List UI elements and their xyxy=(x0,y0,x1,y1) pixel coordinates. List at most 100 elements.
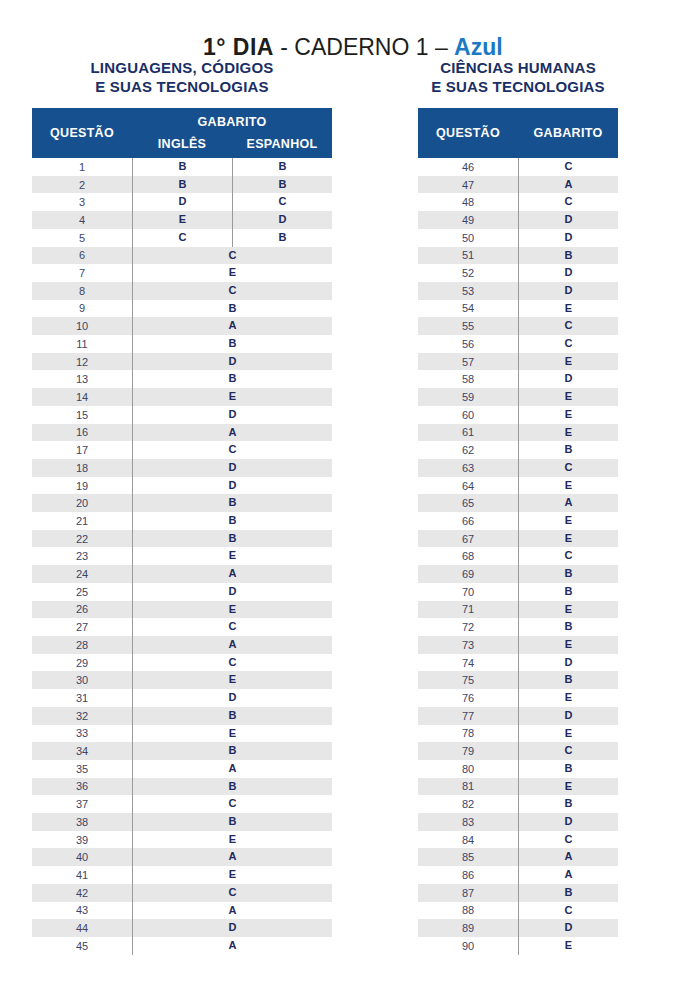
column-header-questao: QUESTÃO xyxy=(32,108,132,158)
table-row: 47A xyxy=(418,176,618,194)
table-row: 27C xyxy=(32,618,332,636)
answer-letter: D xyxy=(518,370,618,388)
table-row: 80B xyxy=(418,760,618,778)
linguagens-table-body: 1BB2BB3DC4ED5CB6C7E8C9B10A11B12D13B14E15… xyxy=(32,158,332,955)
table-row: 5CB xyxy=(32,229,332,247)
question-number: 15 xyxy=(32,409,132,421)
question-number: 7 xyxy=(32,267,132,279)
question-number: 68 xyxy=(418,550,518,562)
question-number: 31 xyxy=(32,692,132,704)
question-number: 71 xyxy=(418,603,518,615)
answer-letter: A xyxy=(132,760,332,778)
table-row: 25D xyxy=(32,583,332,601)
question-number: 18 xyxy=(32,462,132,474)
answer-letter: E xyxy=(518,512,618,530)
table-row: 11B xyxy=(32,335,332,353)
answer-letter: E xyxy=(518,530,618,548)
question-number: 41 xyxy=(32,869,132,881)
answer-letter: B xyxy=(132,335,332,353)
table-row: 48C xyxy=(418,193,618,211)
question-number: 38 xyxy=(32,816,132,828)
table-row: 73E xyxy=(418,636,618,654)
answer-letter: E xyxy=(518,937,618,955)
table-row: 66E xyxy=(418,512,618,530)
table-row: 71E xyxy=(418,601,618,619)
table-row: 83D xyxy=(418,813,618,831)
table-row: 84C xyxy=(418,831,618,849)
table-row: 36B xyxy=(32,778,332,796)
question-number: 57 xyxy=(418,356,518,368)
question-number: 24 xyxy=(32,568,132,580)
answer-letter: C xyxy=(518,158,618,176)
question-number: 25 xyxy=(32,586,132,598)
ciencias-table-body: 46C47A48C49D50D51B52D53D54E55C56C57E58D5… xyxy=(418,158,618,955)
table-row: 46C xyxy=(418,158,618,176)
question-number: 48 xyxy=(418,196,518,208)
question-number: 83 xyxy=(418,816,518,828)
question-number: 59 xyxy=(418,391,518,403)
table-row: 53D xyxy=(418,282,618,300)
ciencias-table-header: QUESTÃO GABARITO xyxy=(418,108,618,158)
section-heading-ciencias: CIÊNCIAS HUMANAS E SUAS TECNOLOGIAS xyxy=(418,58,618,96)
question-number: 88 xyxy=(418,904,518,916)
question-number: 39 xyxy=(32,834,132,846)
answer-letter: B xyxy=(518,583,618,601)
table-row: 12D xyxy=(32,353,332,371)
question-number: 45 xyxy=(32,940,132,952)
answer-letter: D xyxy=(518,707,618,725)
question-number: 19 xyxy=(32,480,132,492)
table-row: 39E xyxy=(32,831,332,849)
answer-letter: C xyxy=(132,441,332,459)
question-number: 80 xyxy=(418,763,518,775)
table-row: 78E xyxy=(418,725,618,743)
table-row: 35A xyxy=(32,760,332,778)
question-number: 16 xyxy=(32,426,132,438)
answer-letter: B xyxy=(518,671,618,689)
answer-key-page: 1° DIA - CADERNO 1 – Azul LINGUAGENS, CÓ… xyxy=(0,0,680,983)
table-row: 28A xyxy=(32,636,332,654)
answer-letter: C xyxy=(518,193,618,211)
answer-letter: D xyxy=(518,919,618,937)
table-row: 21B xyxy=(32,512,332,530)
question-number: 86 xyxy=(418,869,518,881)
question-number: 51 xyxy=(418,249,518,261)
answer-letter: E xyxy=(132,671,332,689)
answer-espanhol: D xyxy=(232,211,332,229)
answer-letter: E xyxy=(518,424,618,442)
question-number: 90 xyxy=(418,940,518,952)
answer-letter: C xyxy=(132,618,332,636)
column-header-ingles: INGLÊS xyxy=(132,137,232,151)
question-number: 78 xyxy=(418,727,518,739)
question-number: 21 xyxy=(32,515,132,527)
table-row: 77D xyxy=(418,707,618,725)
answer-letter: A xyxy=(132,636,332,654)
table-row: 59E xyxy=(418,388,618,406)
table-row: 81E xyxy=(418,778,618,796)
table-row: 42C xyxy=(32,884,332,902)
answer-letter: C xyxy=(518,742,618,760)
table-row: 34B xyxy=(32,742,332,760)
question-number: 81 xyxy=(418,780,518,792)
answer-letter: C xyxy=(518,547,618,565)
answer-letter: A xyxy=(518,176,618,194)
question-number: 76 xyxy=(418,692,518,704)
answer-letter: A xyxy=(518,494,618,512)
question-number: 35 xyxy=(32,763,132,775)
question-number: 17 xyxy=(32,444,132,456)
question-number: 79 xyxy=(418,745,518,757)
table-row: 65A xyxy=(418,494,618,512)
question-number: 63 xyxy=(418,462,518,474)
table-row: 60E xyxy=(418,406,618,424)
question-number: 43 xyxy=(32,904,132,916)
question-number: 89 xyxy=(418,922,518,934)
table-row: 74D xyxy=(418,654,618,672)
answer-letter: E xyxy=(518,636,618,654)
question-number: 47 xyxy=(418,179,518,191)
answer-letter: D xyxy=(518,229,618,247)
table-row: 64E xyxy=(418,477,618,495)
table-row: 82B xyxy=(418,795,618,813)
question-number: 42 xyxy=(32,887,132,899)
table-row: 15D xyxy=(32,406,332,424)
table-row: 20B xyxy=(32,494,332,512)
question-number: 13 xyxy=(32,373,132,385)
